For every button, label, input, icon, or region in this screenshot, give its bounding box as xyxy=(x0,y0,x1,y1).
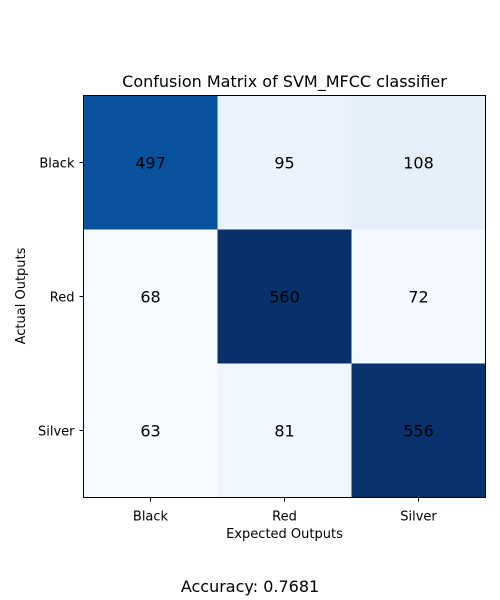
y-tick-label: Silver xyxy=(38,425,75,440)
heatmap-cell-1-1 xyxy=(217,229,352,364)
cell-value-label: 556 xyxy=(403,422,434,441)
x-tick-label: Silver xyxy=(400,510,437,525)
heatmap-cell-1-2 xyxy=(351,229,486,364)
cell-value-label: 81 xyxy=(274,422,294,441)
heatmap-cells: 497 95 108 68 560 72 63 81 556 xyxy=(83,95,486,498)
chart-title: Confusion Matrix of SVM_MFCC classifier xyxy=(122,72,447,92)
cell-value-label: 95 xyxy=(274,154,294,173)
x-axis-ticks: Black Red Silver xyxy=(133,497,437,525)
cell-value-label: 108 xyxy=(403,154,434,173)
accuracy-text: Accuracy: 0.7681 xyxy=(180,577,320,596)
y-tick-label: Red xyxy=(50,291,75,306)
heatmap-cell-0-1 xyxy=(217,95,352,230)
heatmap-cell-2-2 xyxy=(351,363,486,498)
heatmap-cell-2-0 xyxy=(83,363,218,498)
cell-value-label: 68 xyxy=(140,288,160,307)
x-tick-label: Black xyxy=(133,510,169,525)
heatmap-cell-0-2 xyxy=(351,95,486,230)
heatmap-cell-0-0 xyxy=(83,95,218,230)
y-axis-label: Actual Outputs xyxy=(14,247,29,344)
cell-value-label: 72 xyxy=(408,288,428,307)
heatmap-cell-2-1 xyxy=(217,363,352,498)
heatmap-cell-1-0 xyxy=(83,229,218,364)
cell-value-label: 497 xyxy=(135,154,166,173)
y-tick-label: Black xyxy=(39,157,75,172)
y-axis-ticks: Black Red Silver xyxy=(38,157,84,440)
x-tick-label: Red xyxy=(272,510,297,525)
x-axis-label: Expected Outputs xyxy=(226,527,343,542)
cell-value-label: 63 xyxy=(140,422,160,441)
cell-value-label: 560 xyxy=(269,288,300,307)
